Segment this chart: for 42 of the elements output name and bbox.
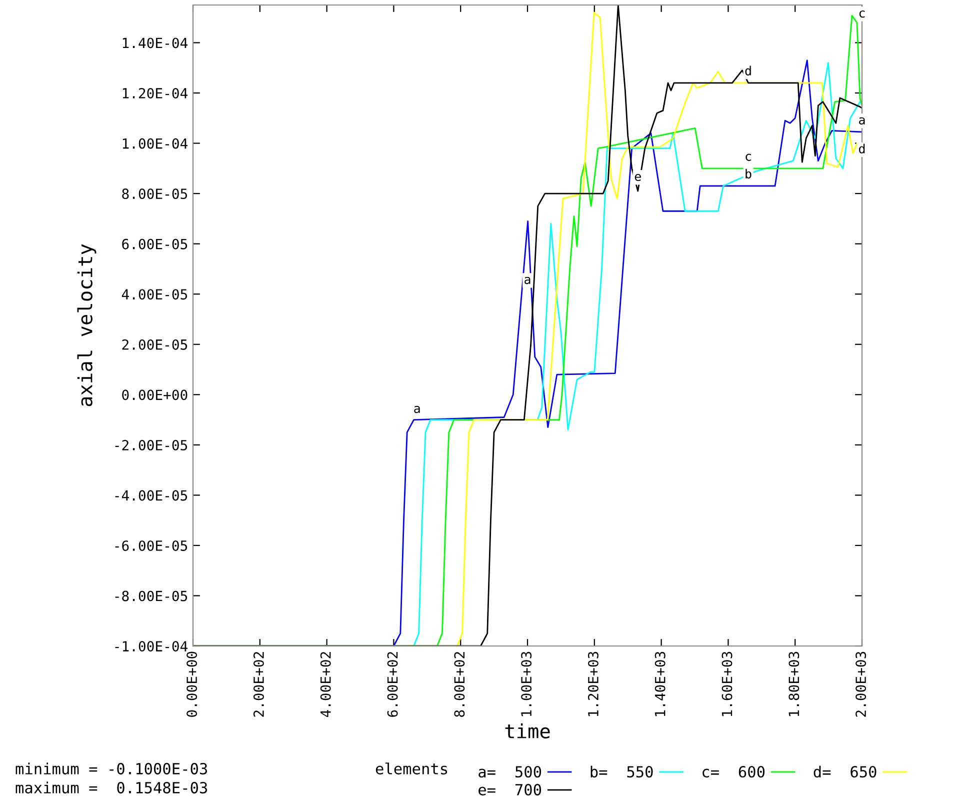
annotation: a [859, 117, 865, 124]
y-tick-label: 0.00E+00 [122, 390, 188, 400]
x-tick-label: 1.20E+03 [588, 652, 598, 716]
x-axis-title: time [505, 723, 550, 738]
annotation: e [634, 174, 641, 182]
x-tick-label: 1.00E+03 [521, 652, 532, 716]
legend-label: a= 500 [478, 766, 542, 778]
x-tick-label: 2.00E+02 [253, 652, 264, 717]
annotation: b [746, 168, 752, 179]
annotation: d [745, 66, 751, 76]
x-tick-label: 2.00E+03 [856, 652, 866, 717]
y-tick-label: 6.00E-05 [122, 238, 188, 250]
x-tick-label: 6.00E+02 [387, 652, 398, 717]
legend-label: b= 550 [590, 766, 653, 778]
y-tick-label: 1.40E-04 [122, 38, 188, 48]
y-tick-label: 2.00E-05 [122, 339, 188, 350]
y-tick-label: 1.00E-04 [122, 138, 188, 149]
x-tick-label: 1.80E+03 [788, 652, 800, 716]
y-tick-label: -2.00E-05 [115, 440, 188, 450]
annotation: c [746, 154, 751, 161]
annotation: d [858, 144, 865, 154]
annotation: a [524, 276, 530, 284]
legend-label: c= 600 [702, 766, 765, 778]
y-axis-title: axial velocity [77, 244, 96, 406]
y-tick-label: -4.00E-05 [115, 490, 188, 501]
y-tick-label: -8.00E-05 [115, 590, 188, 602]
annotation: c [859, 10, 865, 18]
annotation: a [414, 406, 420, 414]
legend-title: elements [376, 762, 448, 774]
y-tick-label: 4.00E-05 [122, 289, 188, 300]
text: maximum = 0.1548E-03 [16, 782, 208, 794]
y-tick-label: -1.00E-04 [115, 641, 188, 652]
y-tick-label: 1.20E-04 [122, 88, 188, 98]
legend-label: d= 650 [814, 766, 876, 778]
legend-label: e= 700 [478, 784, 542, 796]
x-tick-label: 1.40E+03 [654, 652, 666, 716]
x-tick-label: 1.60E+03 [722, 652, 732, 716]
y-tick-label: 8.00E-05 [122, 188, 188, 200]
x-tick-label: 8.00E+02 [454, 652, 465, 717]
y-tick-label: -6.00E-05 [115, 540, 188, 551]
x-tick-label: 4.00E+02 [320, 652, 331, 718]
text: minimum = -0.1000E-03 [16, 762, 208, 774]
